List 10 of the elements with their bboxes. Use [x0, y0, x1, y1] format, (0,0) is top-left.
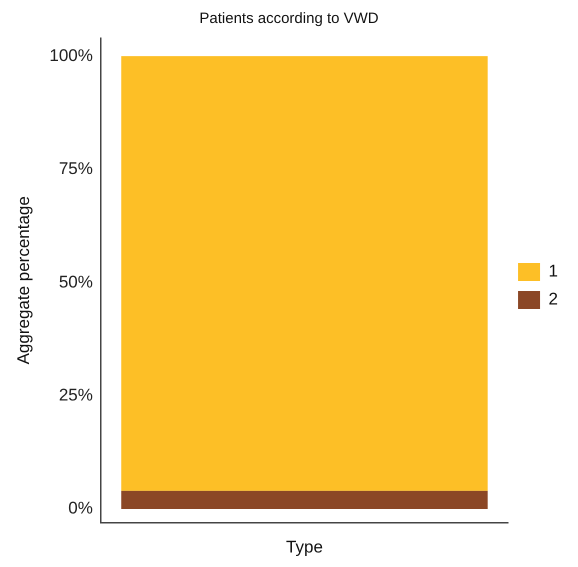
- legend-label: 2: [548, 290, 558, 309]
- y-tick-label: 25%: [58, 385, 93, 404]
- y-tick-label: 50%: [58, 272, 93, 292]
- y-tick-label: 0%: [68, 498, 93, 518]
- x-axis-title: Type: [286, 537, 323, 556]
- y-tick-label: 75%: [58, 159, 93, 178]
- y-tick-label: 100%: [49, 46, 93, 65]
- chart-title: Patients according to VWD: [199, 10, 379, 28]
- y-axis-title: Aggregate percentage: [14, 196, 33, 364]
- legend-label: 1: [548, 262, 558, 281]
